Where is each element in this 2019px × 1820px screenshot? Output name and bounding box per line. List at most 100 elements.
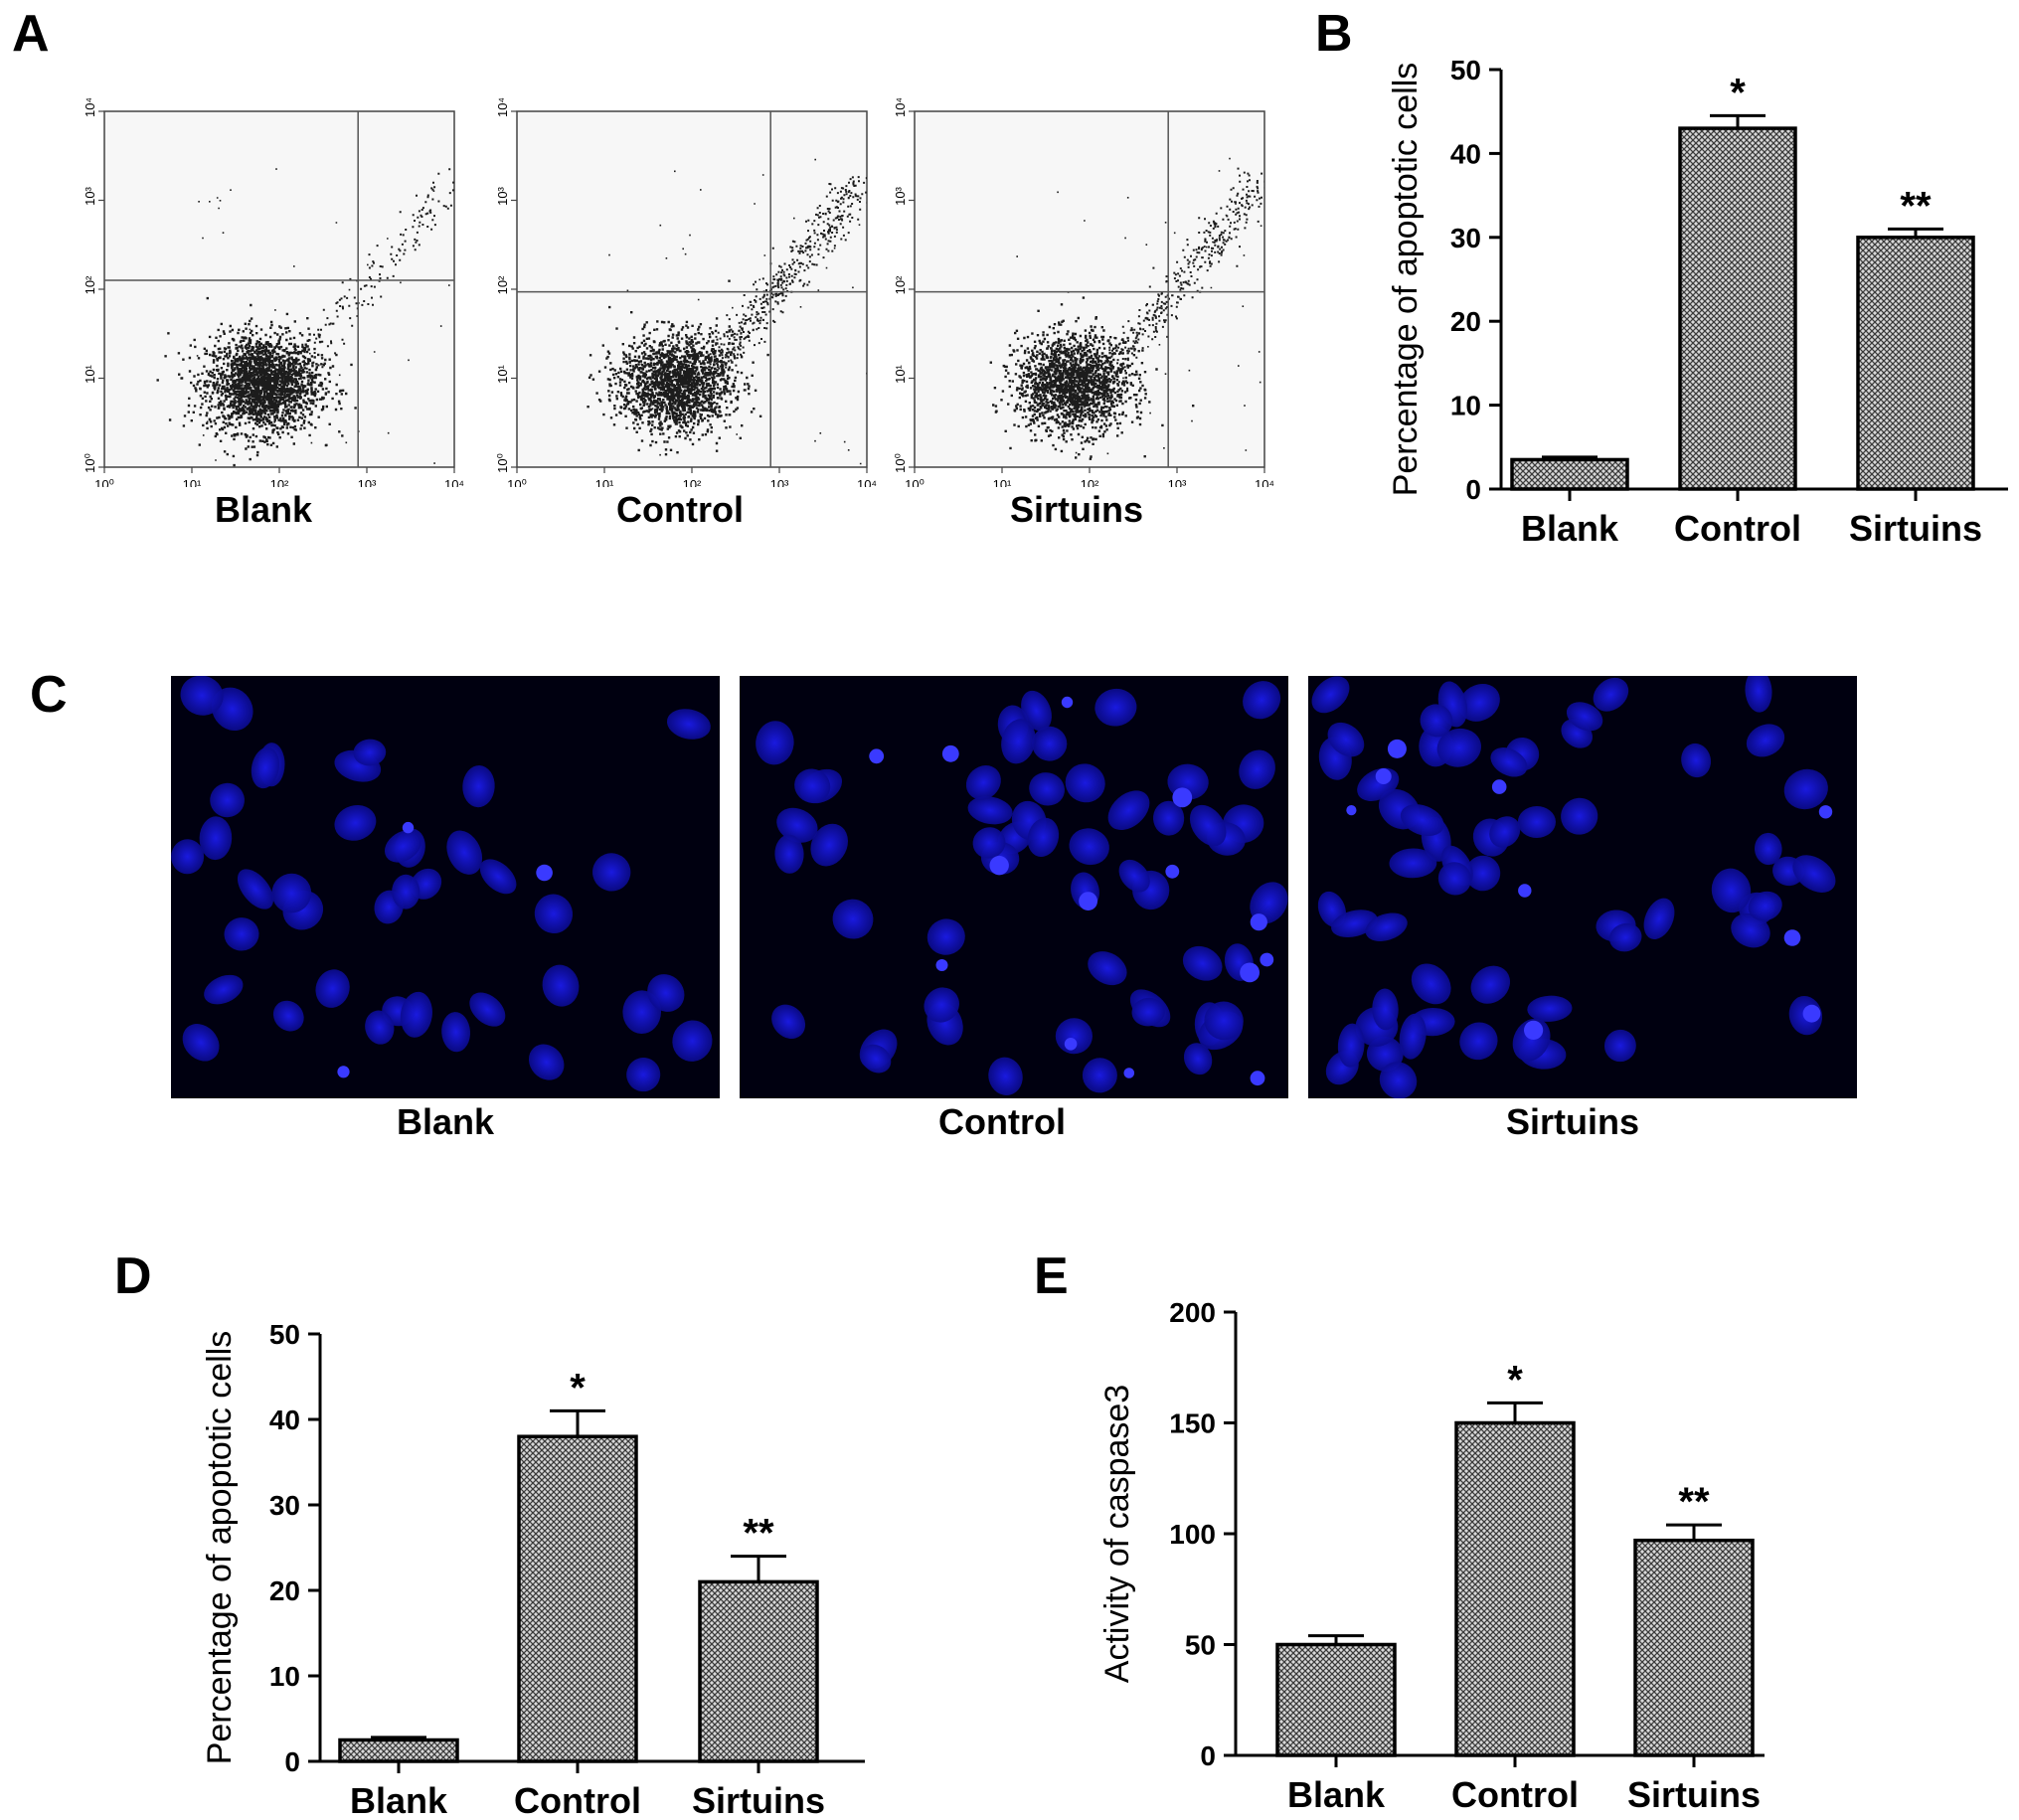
flow-x-tick-label: 10² <box>270 477 289 487</box>
cell-nucleus <box>353 739 387 766</box>
cell-nucleus <box>334 805 377 841</box>
cell-nucleus <box>860 1044 892 1074</box>
cell-nucleus <box>1183 1043 1213 1075</box>
cell-nucleus <box>965 765 1001 800</box>
apoptotic-nucleus <box>337 1066 350 1078</box>
cell-nucleus <box>1372 988 1399 1031</box>
apoptotic-nucleus <box>1240 962 1260 983</box>
x-tick-label: Blank <box>350 1780 448 1819</box>
cell-nucleus <box>672 1020 713 1062</box>
flow-x-tick-label: 10¹ <box>993 477 1012 487</box>
apoptotic-nucleus <box>869 748 885 764</box>
bar-sirtuins <box>1633 1538 1755 1757</box>
cell-nucleus <box>1792 855 1836 893</box>
flow-y-tick-label: 10² <box>893 275 908 294</box>
flow-x-tick-label: 10⁴ <box>1255 477 1274 487</box>
significance-marker: * <box>570 1366 586 1409</box>
flow-y-tick-label: 10² <box>83 275 97 294</box>
cell-nucleus <box>1118 859 1150 893</box>
flow-x-tick-label: 10² <box>1081 477 1099 487</box>
cell-nucleus <box>1745 676 1772 713</box>
cell-nucleus <box>1411 963 1451 1005</box>
cell-nucleus <box>1489 816 1521 848</box>
cell-nucleus <box>1069 828 1109 866</box>
y-axis-label: Percentage of apoptotic cells <box>201 1331 239 1765</box>
cell-nucleus <box>479 859 517 895</box>
cell-nucleus <box>988 1057 1023 1095</box>
apoptotic-nucleus <box>1260 952 1274 967</box>
bar-sirtuins <box>1856 236 1975 491</box>
apoptotic-nucleus <box>1802 1004 1821 1023</box>
cell-nucleus <box>1131 997 1165 1027</box>
apoptotic-nucleus <box>1061 696 1074 709</box>
apoptotic-nucleus <box>1818 805 1833 819</box>
cell-nucleus <box>1746 724 1785 757</box>
y-tick-label: 30 <box>269 1490 300 1521</box>
y-axis-label: Activity of caspase3 <box>1098 1385 1136 1683</box>
flow-x-tick-label: 10⁰ <box>507 477 527 487</box>
cell-nucleus <box>1027 817 1060 858</box>
y-tick-label: 200 <box>1169 1297 1216 1328</box>
cell-nucleus <box>199 816 233 861</box>
cell-nucleus <box>446 830 483 875</box>
cell-nucleus <box>1643 898 1675 940</box>
cell-nucleus <box>315 969 350 1008</box>
flow-x-tick-label: 10³ <box>358 477 377 487</box>
significance-marker: * <box>1730 71 1746 114</box>
cell-nucleus <box>1459 1022 1498 1061</box>
flow-y-tick-label: 10¹ <box>893 364 908 383</box>
flow-label-blank: Blank <box>214 489 313 530</box>
y-tick-label: 10 <box>269 1661 300 1692</box>
apoptotic-nucleus <box>1518 884 1532 898</box>
cell-nucleus <box>1029 772 1066 806</box>
cell-nucleus <box>1731 912 1770 948</box>
cell-nucleus <box>365 1010 395 1045</box>
cell-nucleus <box>469 992 506 1027</box>
flow-label-sirtuins: Sirtuins <box>1009 489 1143 530</box>
x-tick-label: Control <box>1674 508 1801 549</box>
cell-nucleus <box>1379 1062 1418 1098</box>
cell-nucleus <box>1001 719 1036 764</box>
cell-nucleus <box>204 974 244 1005</box>
apoptotic-nucleus <box>1524 1020 1544 1040</box>
apoptotic-nucleus <box>1375 768 1392 784</box>
cell-nucleus <box>771 1004 806 1039</box>
significance-marker: ** <box>1900 184 1932 228</box>
cell-nucleus <box>1399 1013 1427 1060</box>
cell-nucleus <box>1465 855 1501 892</box>
bar-blank <box>1275 1642 1397 1757</box>
cell-nucleus <box>384 830 421 863</box>
cell-nucleus <box>1561 797 1598 835</box>
flow-plot-frame <box>103 110 455 468</box>
cell-nucleus <box>210 782 245 818</box>
cell-nucleus <box>1239 749 1275 789</box>
apoptotic-nucleus <box>1346 805 1357 816</box>
cell-nucleus <box>1420 704 1453 738</box>
flow-y-tick-label: 10⁰ <box>893 453 908 473</box>
apoptotic-nucleus <box>1064 1038 1078 1051</box>
apoptotic-nucleus <box>1079 892 1097 910</box>
flow-x-tick-label: 10⁰ <box>905 477 925 487</box>
flow-x-tick-label: 10³ <box>1168 477 1187 487</box>
apoptotic-nucleus <box>989 856 1009 876</box>
cell-nucleus <box>1490 747 1528 777</box>
apoptotic-nucleus <box>1165 864 1180 879</box>
flow-dots <box>587 158 867 465</box>
y-tick-label: 0 <box>284 1746 300 1777</box>
flow-y-tick-label: 10³ <box>495 186 510 205</box>
x-tick-label: Blank <box>1287 1774 1386 1815</box>
y-tick-label: 30 <box>1450 223 1481 253</box>
cell-nucleus <box>1458 683 1500 722</box>
significance-marker: * <box>1507 1358 1523 1402</box>
cell-nucleus <box>171 839 205 875</box>
flow-x-tick-label: 10³ <box>770 477 789 487</box>
flow-x-tick-label: 10¹ <box>183 477 202 487</box>
cell-nucleus <box>542 964 580 1007</box>
cell-nucleus <box>462 765 495 808</box>
x-tick-label: Control <box>1451 1774 1579 1815</box>
cell-nucleus <box>794 768 831 803</box>
cell-nucleus <box>972 827 1006 859</box>
cell-nucleus <box>1748 891 1782 921</box>
flow-y-tick-label: 10³ <box>83 186 97 205</box>
cell-nucleus <box>647 974 685 1012</box>
